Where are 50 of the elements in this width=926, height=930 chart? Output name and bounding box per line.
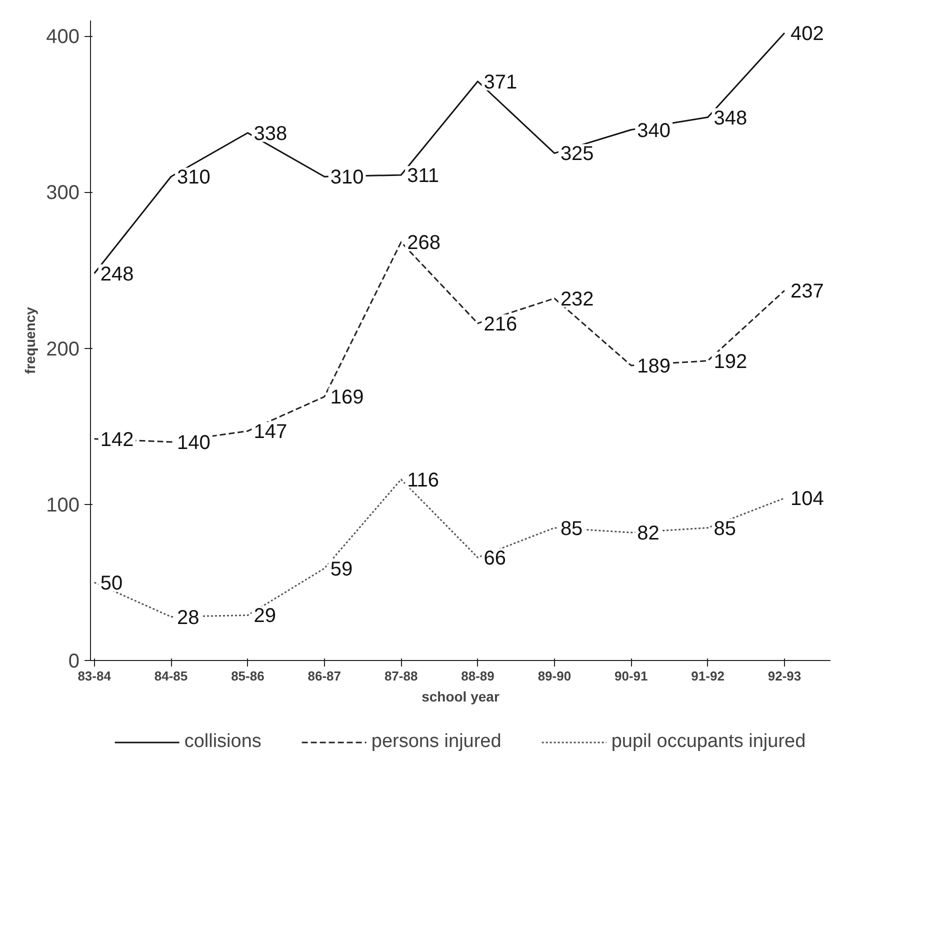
- legend-label: pupil occupants injured: [611, 731, 806, 753]
- data-label: 169: [330, 386, 364, 409]
- data-label: 85: [714, 518, 736, 540]
- data-label: 248: [100, 263, 134, 286]
- data-label: 348: [714, 107, 748, 130]
- data-label: 192: [714, 350, 748, 373]
- data-label: 59: [330, 558, 353, 580]
- data-label: 142: [100, 428, 134, 451]
- data-label: 311: [407, 165, 439, 188]
- data-label: 310: [177, 166, 210, 189]
- x-tick-label: 83-84: [78, 668, 112, 684]
- y-axis-title: frequency: [22, 306, 38, 374]
- y-tick-label: 400: [46, 26, 80, 48]
- legend-label: collisions: [184, 731, 262, 753]
- x-tick-label: 85-86: [231, 668, 264, 684]
- y-tick-label: 300: [46, 182, 80, 204]
- data-label: 232: [560, 288, 594, 310]
- data-label: 310: [330, 166, 364, 189]
- y-tick-label: 0: [68, 650, 80, 672]
- data-label: 116: [407, 469, 439, 492]
- data-label: 140: [177, 432, 210, 454]
- data-label: 325: [560, 143, 594, 166]
- y-tick-label: 200: [46, 338, 80, 360]
- data-label: 189: [637, 355, 670, 378]
- x-tick-label: 89-90: [538, 668, 572, 684]
- data-label: 338: [254, 122, 288, 145]
- data-label: 28: [177, 606, 200, 629]
- x-tick-label: 91-92: [691, 668, 724, 684]
- data-label: 340: [637, 120, 670, 142]
- legend-label: persons injured: [371, 731, 502, 753]
- data-label: 50: [100, 572, 123, 594]
- x-tick-label: 92-93: [768, 668, 802, 684]
- data-label: 216: [484, 313, 518, 336]
- data-label: 29: [254, 605, 276, 628]
- data-label: 82: [637, 522, 660, 544]
- data-label: 268: [407, 232, 440, 254]
- x-axis-title: school year: [422, 688, 500, 704]
- x-tick-label: 90-91: [614, 668, 648, 684]
- data-label: 402: [790, 22, 824, 45]
- data-label: 104: [790, 488, 824, 510]
- data-label: 371: [484, 71, 518, 94]
- data-label: 237: [790, 280, 824, 303]
- data-label: 85: [560, 518, 583, 540]
- y-tick-label: 100: [46, 494, 80, 516]
- data-label: 66: [484, 547, 506, 570]
- data-label: 147: [254, 421, 288, 444]
- x-tick-label: 84-85: [154, 668, 188, 684]
- x-tick-label: 88-89: [461, 668, 494, 684]
- x-tick-label: 87-88: [384, 668, 418, 684]
- x-tick-label: 86-87: [308, 668, 342, 684]
